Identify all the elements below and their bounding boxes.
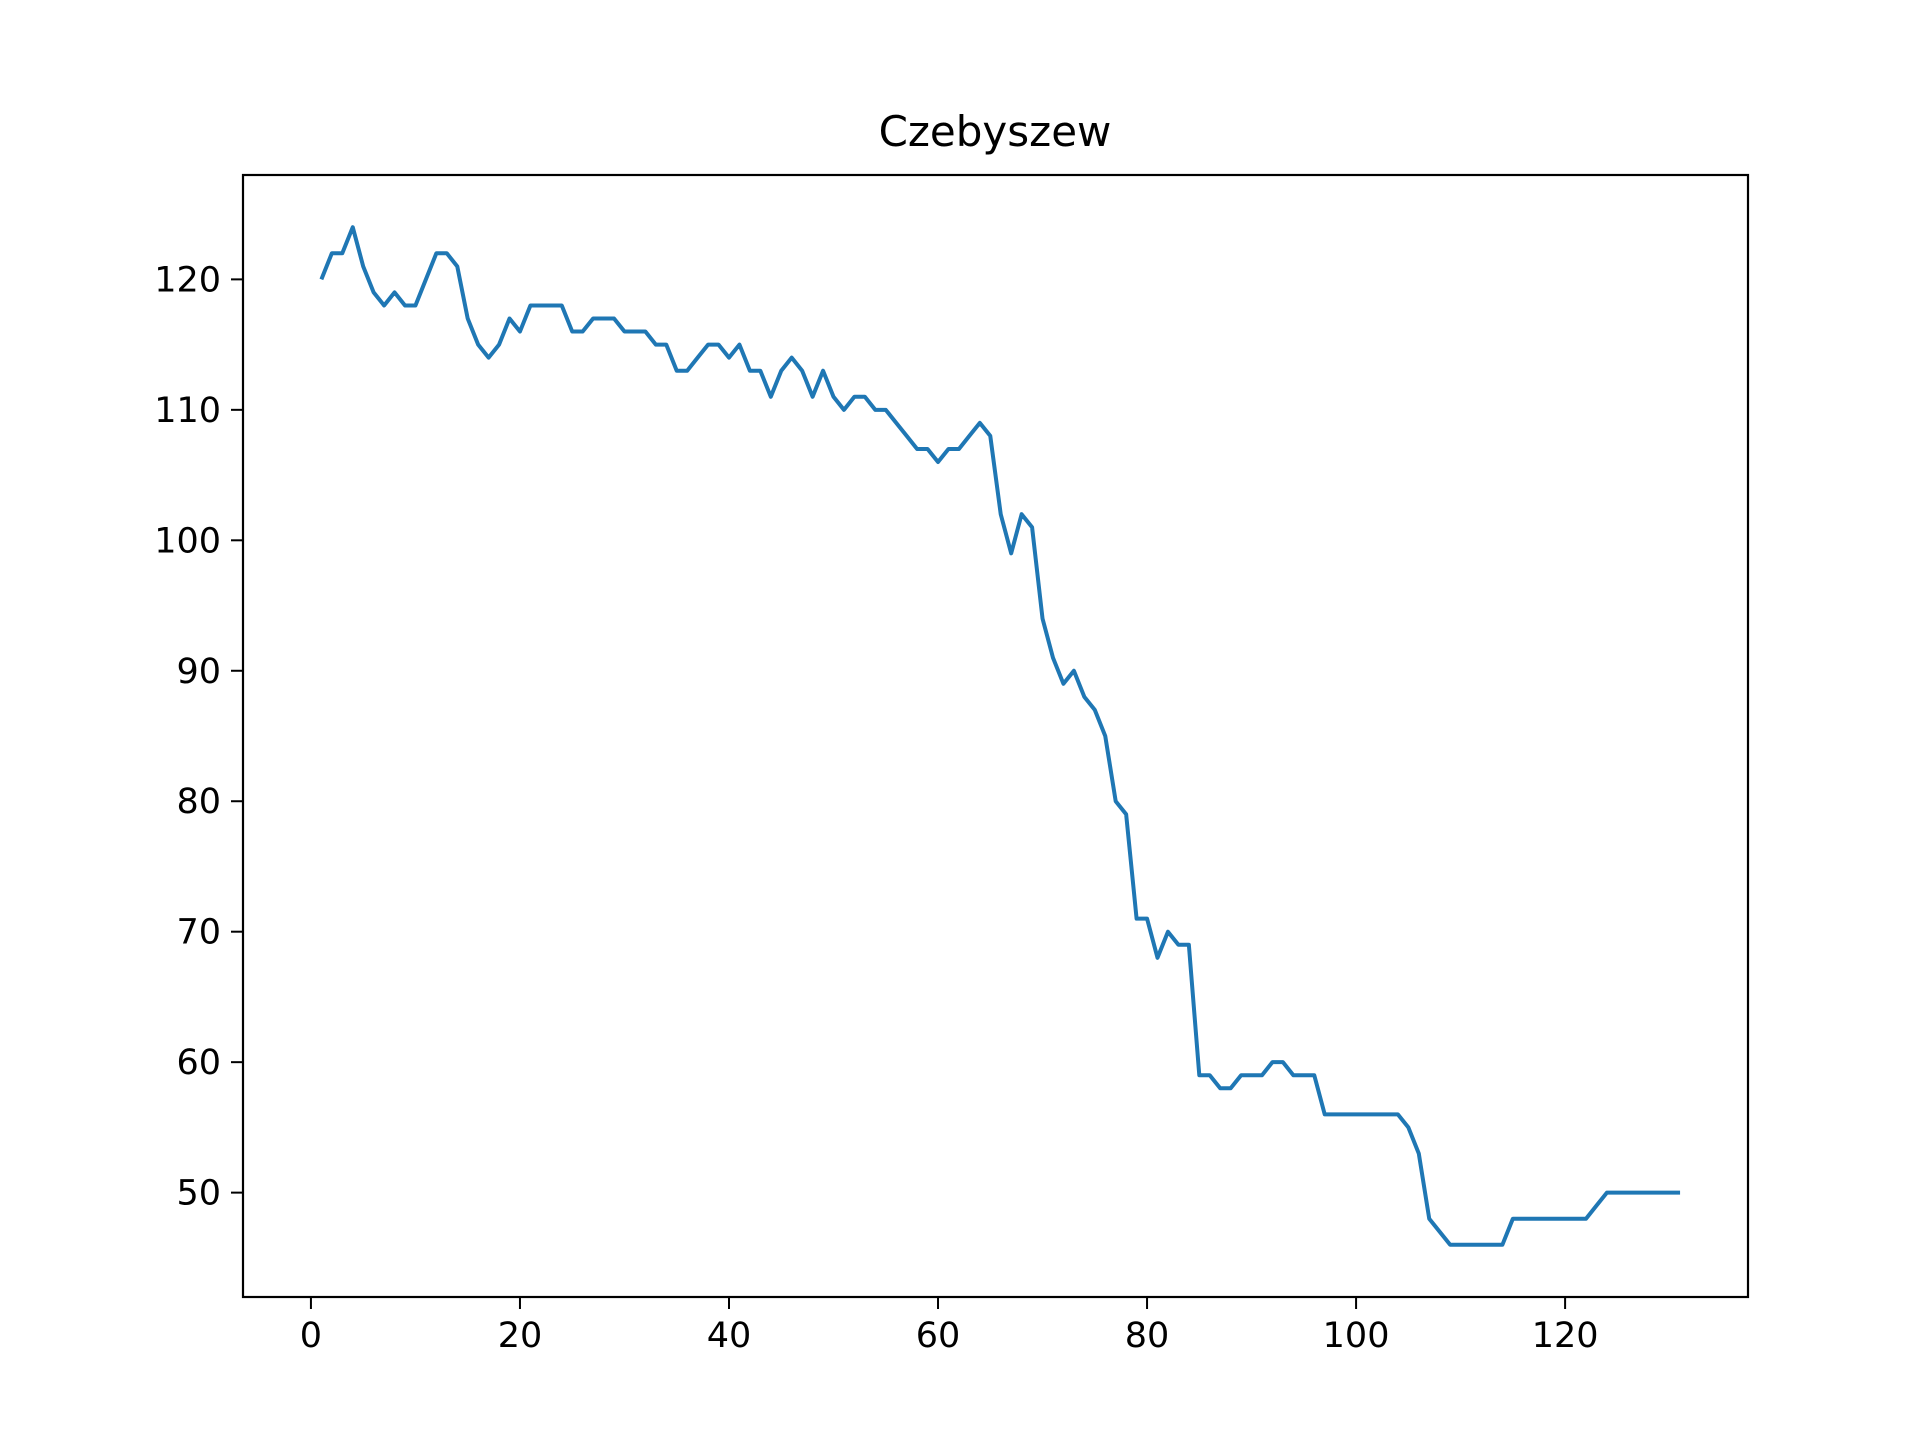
- y-tick-label: 110: [154, 391, 221, 431]
- x-tick-label: 20: [498, 1316, 543, 1356]
- y-tick-label: 100: [154, 521, 221, 561]
- x-tick-label: 100: [1323, 1316, 1390, 1356]
- plot-area: [319, 225, 1681, 1247]
- x-tick-label: 60: [916, 1316, 961, 1356]
- y-tick-label: 50: [176, 1174, 221, 1214]
- plot-frame: [241, 173, 1750, 1299]
- x-tick-label: 0: [300, 1316, 322, 1356]
- x-axis: 0 20 40 60 80 100 120: [300, 1297, 1599, 1356]
- x-tick-label: 80: [1125, 1316, 1170, 1356]
- y-tick-label: 80: [176, 782, 221, 822]
- y-tick-label: 120: [154, 260, 221, 300]
- series-line-0: [319, 225, 1681, 1247]
- y-tick-label: 70: [176, 913, 221, 953]
- y-axis: 50 60 70 80 90 100 110 120: [154, 260, 243, 1214]
- chart-title: Czebyszew: [879, 107, 1112, 156]
- x-tick-label: 40: [707, 1316, 752, 1356]
- x-tick-label: 120: [1532, 1316, 1599, 1356]
- y-tick-label: 90: [176, 652, 221, 692]
- y-tick-label: 60: [176, 1043, 221, 1083]
